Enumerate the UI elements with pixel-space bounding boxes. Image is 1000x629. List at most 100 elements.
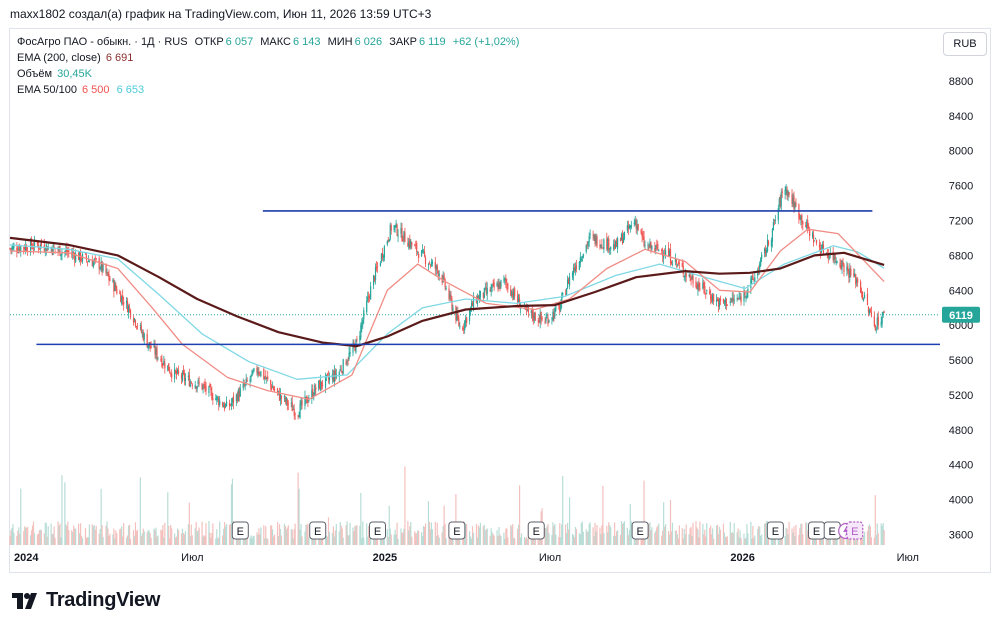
candle-body [792, 197, 794, 205]
volume-bar [114, 538, 116, 545]
candle-body [396, 224, 398, 236]
candle-body [808, 226, 810, 229]
candle-body [340, 370, 342, 372]
candle-body [548, 320, 550, 323]
volume-bar [333, 536, 335, 545]
volume-bar [38, 530, 40, 545]
candle-body [300, 401, 302, 405]
volume-bar [551, 535, 553, 545]
ema50-value: 6 500 [82, 84, 110, 96]
earnings-marker[interactable] [527, 521, 545, 540]
volume-bar [169, 538, 171, 545]
earnings-marker[interactable] [448, 521, 466, 540]
volume-bar [321, 534, 323, 545]
legend-volume-row[interactable]: Объём 30,45K [17, 66, 519, 82]
candle-body [61, 251, 63, 255]
symbol-name[interactable]: ФосАгро ПАО - обыкн. · 1Д · RUS [17, 36, 188, 48]
legend-ema200-row[interactable]: EMA (200, close) 6 691 [17, 50, 519, 66]
candle-body [881, 316, 883, 324]
candle-body [801, 214, 803, 224]
tradingview-logo[interactable]: TradingView [12, 589, 160, 612]
volume-bar [462, 538, 464, 545]
currency-button[interactable]: RUB [943, 32, 987, 56]
earnings-marker[interactable] [766, 521, 784, 540]
volume-bar [10, 530, 12, 545]
candle-body [531, 309, 533, 317]
candle-body [711, 298, 713, 302]
volume-bar [286, 527, 288, 545]
candle-body [479, 290, 481, 297]
volume-bar [746, 524, 748, 545]
earnings-marker[interactable] [231, 521, 249, 540]
candle-body [356, 338, 358, 340]
candle-body [661, 249, 663, 252]
volume-bar [374, 537, 377, 545]
volume-bar [31, 525, 34, 545]
candle-body [402, 239, 404, 242]
candle-body [77, 253, 80, 261]
candle-body [224, 403, 226, 409]
candle-body [66, 247, 68, 253]
earnings-marker[interactable] [368, 521, 386, 540]
candle-body [33, 240, 36, 247]
earnings-marker[interactable] [309, 521, 327, 540]
volume-bar [573, 537, 576, 545]
volume-bar [863, 531, 866, 545]
volume-bar [747, 533, 749, 545]
volume-bar [743, 533, 745, 545]
candle-body [283, 395, 285, 398]
volume-bar [621, 523, 624, 545]
volume-bar [224, 526, 227, 545]
candle-body [92, 261, 94, 268]
candle-body [140, 326, 142, 333]
candle-body [25, 245, 27, 251]
volume-bar [285, 529, 287, 545]
candle-body [370, 286, 372, 300]
volume-bar [422, 526, 425, 545]
candle-body [290, 402, 292, 404]
candle-body [840, 265, 842, 270]
candle-body [610, 246, 612, 250]
volume-bar [489, 536, 491, 545]
volume-bar [270, 525, 272, 545]
volume-bar [183, 534, 186, 545]
volume-bar [424, 523, 427, 545]
legend-ema-pair-row[interactable]: EMA 50/100 6 500 6 653 [17, 82, 519, 98]
candle-body [46, 246, 48, 251]
volume-bar [116, 533, 118, 545]
volume-bar [189, 536, 191, 545]
close-label: ЗАКР [389, 36, 417, 48]
candle-body [86, 261, 89, 263]
candle-body [280, 395, 283, 399]
volume-bar [587, 531, 589, 545]
volume-bar [552, 522, 554, 545]
candle-body [746, 291, 748, 298]
volume-bar [75, 528, 77, 545]
volume-bar [86, 537, 89, 545]
volume-bar [717, 534, 720, 545]
candle-body [780, 192, 782, 207]
volume-bar [127, 525, 130, 545]
volume-bar [414, 531, 416, 545]
candle-body [245, 378, 247, 384]
candle-body [394, 225, 396, 228]
candle-body [788, 191, 790, 195]
volume-bar [788, 521, 790, 545]
volume-bar [436, 522, 438, 545]
candle-body [655, 245, 657, 249]
candle-body [368, 296, 370, 298]
candle-body [648, 246, 650, 249]
volume-bar [507, 537, 509, 545]
candle-body [567, 279, 569, 288]
open-label: ОТКР [194, 36, 224, 48]
candle-body [427, 264, 430, 266]
candle-body [381, 253, 383, 259]
volume-bar [279, 528, 282, 545]
earnings-marker[interactable] [631, 521, 649, 540]
future-earnings-marker[interactable] [846, 521, 864, 540]
candle-body [228, 403, 231, 407]
volume-bar [11, 527, 13, 545]
volume-value: 30,45K [57, 68, 92, 80]
candle-body [505, 278, 507, 283]
